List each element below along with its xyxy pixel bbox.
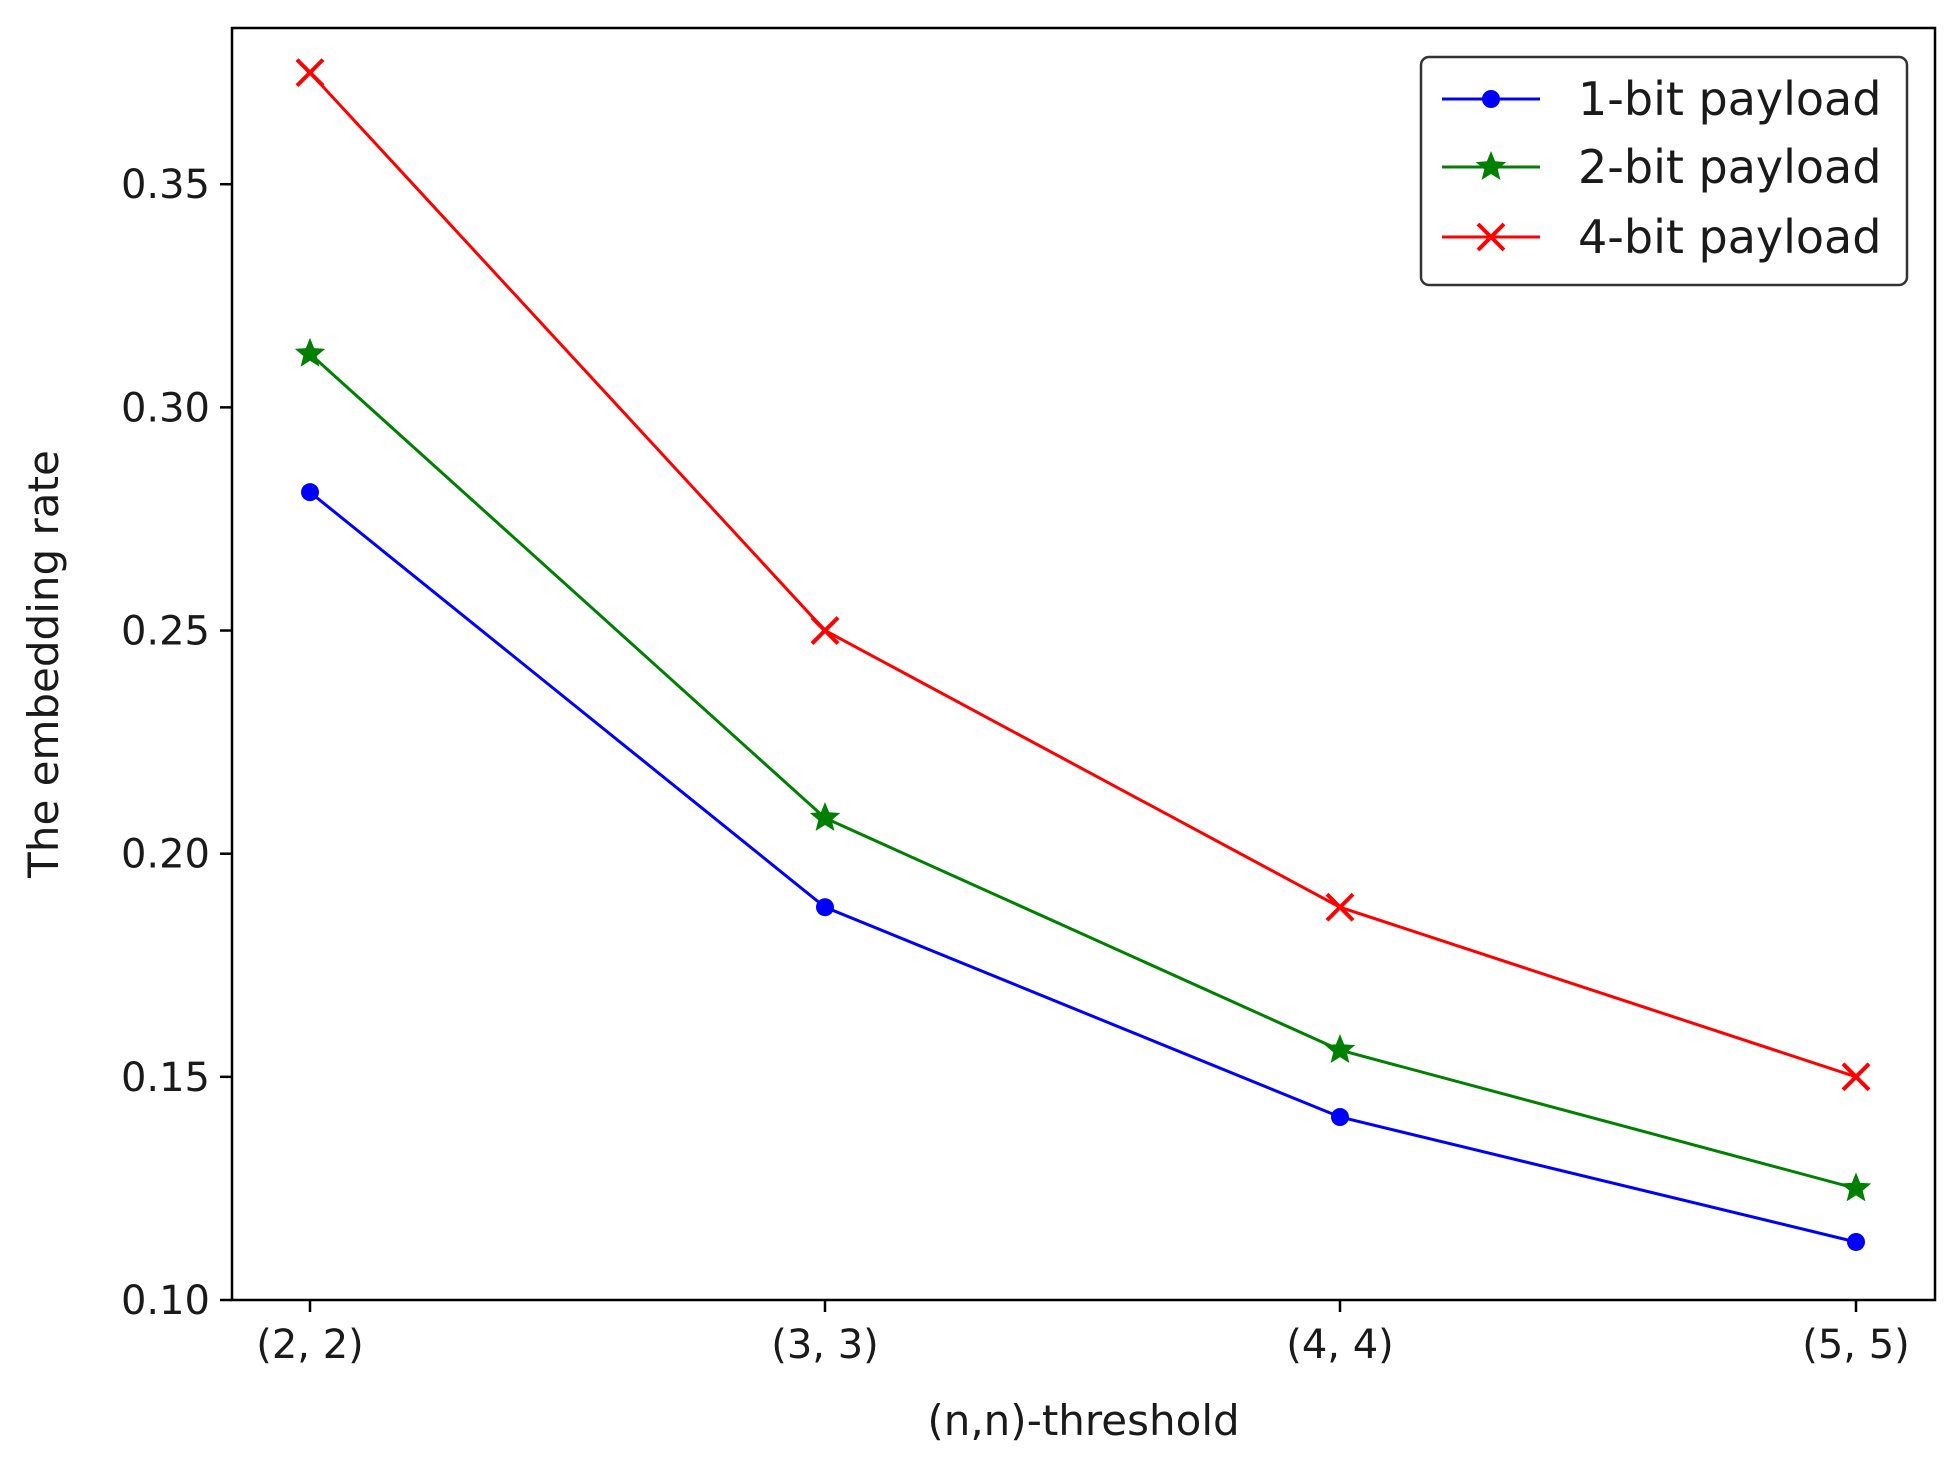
x-tick-label: (4, 4): [1286, 1322, 1394, 1368]
y-tick-label: 0.25: [121, 609, 210, 655]
series-line-3: [308, 71, 1857, 1079]
data-point-x: [810, 616, 840, 645]
data-point-circle: [301, 483, 319, 502]
data-point-circle: [816, 898, 834, 917]
y-tick-label: 0.20: [121, 832, 210, 878]
series-line-1: [309, 491, 1857, 1244]
y-axis: 0.10 0.15 0.20 0.25 0.30 0.35: [121, 162, 232, 1324]
data-point-star: [809, 802, 841, 831]
data-point-circle: [1847, 1232, 1865, 1251]
legend: 1-bit payload 2-bit payload 4-bit payload: [1419, 55, 1909, 287]
legend-label: 4-bit payload: [1578, 210, 1881, 264]
series-line-2: [308, 352, 1857, 1190]
data-point-circle: [1331, 1108, 1349, 1127]
data-point-star: [1324, 1034, 1356, 1063]
series-markers: [294, 58, 1872, 1251]
x-tick-label: (2, 2): [256, 1322, 364, 1368]
data-point-x: [1841, 1062, 1871, 1092]
x-axis: (2, 2) (3, 3) (4, 4) (5, 5): [256, 1300, 1910, 1368]
x-axis-label: (n,n)-threshold: [927, 1396, 1239, 1445]
axes-frame: [230, 26, 1937, 1302]
y-tick-label: 0.15: [121, 1055, 210, 1101]
legend-box: [1419, 55, 1909, 287]
legend-marker-star: [1475, 151, 1507, 180]
x-tick-label: (5, 5): [1802, 1322, 1910, 1368]
legend-marker-x: [1476, 222, 1506, 252]
legend-label: 2-bit payload: [1578, 140, 1881, 194]
series-lines: [308, 71, 1857, 1244]
y-tick-label: 0.30: [121, 385, 210, 431]
y-tick-label: 0.35: [121, 162, 210, 208]
data-point-x: [295, 58, 325, 88]
y-axis-label: The embedding rate: [19, 450, 68, 879]
data-point-star: [294, 337, 326, 367]
legend-label: 1-bit payload: [1578, 72, 1881, 126]
data-point-x: [1325, 892, 1355, 922]
x-tick-label: (3, 3): [771, 1322, 879, 1368]
legend-marker-circle: [1482, 90, 1500, 108]
data-point-star: [1840, 1172, 1872, 1202]
y-tick-label: 0.10: [121, 1278, 210, 1324]
